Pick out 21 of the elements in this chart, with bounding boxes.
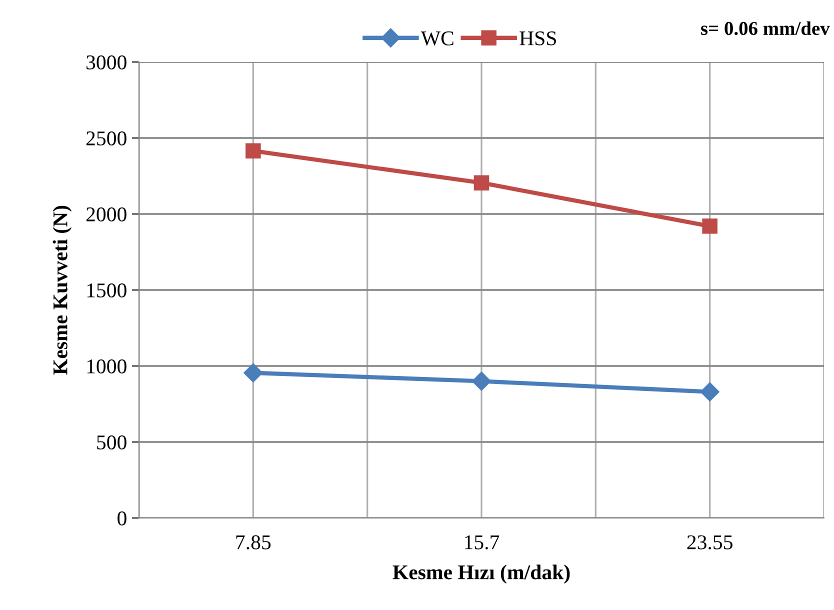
point <box>472 372 492 391</box>
point <box>474 175 490 190</box>
point <box>246 143 261 159</box>
legend-label: WC <box>420 31 454 46</box>
y-axis-title: Kesme Kuvveti (N) <box>52 206 72 375</box>
x-tick-label: 15.7 <box>465 535 500 550</box>
y-tick-label: 3000 <box>86 55 126 70</box>
x-tick-label: 23.55 <box>687 535 732 550</box>
x-tick-label: 7.85 <box>236 535 271 550</box>
point <box>702 218 718 234</box>
y-tick-label: 1500 <box>87 283 126 298</box>
point <box>244 363 263 382</box>
y-tick-label: 1000 <box>87 359 126 374</box>
y-tick-label: 0 <box>118 511 126 526</box>
y-tick-label: 2500 <box>86 131 126 146</box>
y-tick-label: 2000 <box>86 207 126 222</box>
y-tick-label: 500 <box>97 435 126 450</box>
text: s= 0.06 mm/dev <box>701 21 830 36</box>
legend-label: HSS <box>520 31 556 46</box>
x-axis-title: Kesme Hızı (m/dak) <box>392 564 570 584</box>
point <box>700 382 720 402</box>
